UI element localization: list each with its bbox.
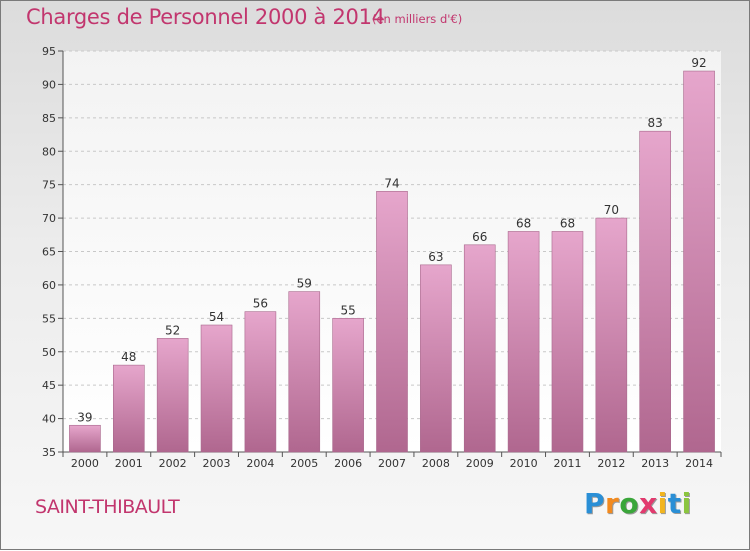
bar-2009 — [463, 244, 496, 453]
proxiti-logo: Proxiti — [584, 487, 692, 520]
data-label-2003: 54 — [209, 310, 224, 324]
x-tick-label-2000: 2000 — [71, 457, 99, 470]
plot-area: 35 40 45 50 55 60 65 70 75 80 85 90 95 39 2000 48 2001 52… — [42, 45, 722, 470]
bar-2008 — [420, 264, 452, 453]
data-label-2000: 39 — [77, 410, 92, 424]
bar-2014 — [683, 70, 715, 453]
y-tick-label: 75 — [42, 179, 56, 192]
chart-title: Charges de Personnel 2000 à 2014 — [26, 5, 385, 29]
data-label-2001: 48 — [121, 350, 136, 364]
y-tick-label: 70 — [42, 212, 56, 225]
y-tick-label: 45 — [42, 379, 56, 392]
x-tick-label-2010: 2010 — [510, 457, 538, 470]
y-tick-label: 40 — [42, 413, 56, 426]
logo-letter: i — [681, 487, 692, 520]
bar-2004 — [244, 311, 277, 453]
unit-note: (en milliers d'€) — [372, 12, 463, 26]
logo-letter: t — [667, 487, 682, 520]
bar-2010 — [507, 231, 540, 453]
y-tick-label: 65 — [42, 246, 56, 259]
y-tick-label: 50 — [42, 346, 56, 359]
data-label-2009: 66 — [472, 230, 487, 244]
bar-2002 — [156, 338, 189, 453]
data-label-2005: 59 — [297, 277, 312, 291]
logo-letter: P — [584, 487, 606, 520]
x-tick-label-2009: 2009 — [466, 457, 494, 470]
commune-name: SAINT-THIBAULT — [35, 496, 180, 518]
x-tick-label-2008: 2008 — [422, 457, 450, 470]
y-tick-label: 80 — [42, 145, 56, 158]
data-label-2014: 92 — [691, 56, 706, 70]
bar-2007 — [376, 191, 408, 453]
data-label-2002: 52 — [165, 323, 180, 337]
data-label-2013: 83 — [648, 116, 663, 130]
y-tick-label: 95 — [42, 45, 56, 58]
data-label-2008: 63 — [428, 250, 443, 264]
x-tick-label-2001: 2001 — [115, 457, 143, 470]
y-tick-label: 55 — [42, 312, 56, 325]
bar-2005 — [288, 291, 321, 453]
bar-2001 — [113, 364, 145, 453]
bar-2013 — [639, 130, 672, 453]
x-tick-label-2004: 2004 — [246, 457, 274, 470]
data-label-2012: 70 — [604, 203, 619, 217]
data-label-2004: 56 — [253, 297, 268, 311]
logo-letter: i — [657, 487, 668, 520]
data-label-2011: 68 — [560, 216, 575, 230]
x-tick-label-2006: 2006 — [334, 457, 362, 470]
x-tick-label-2014: 2014 — [685, 457, 713, 470]
bar-2011 — [551, 231, 584, 453]
bar-2012 — [595, 217, 628, 453]
y-tick-label: 35 — [42, 446, 56, 459]
bar-2006 — [332, 318, 364, 453]
bar-2000 — [69, 424, 101, 453]
x-tick-label-2013: 2013 — [641, 457, 669, 470]
x-tick-label-2005: 2005 — [290, 457, 318, 470]
y-tick-label: 90 — [42, 78, 56, 91]
data-label-2010: 68 — [516, 216, 531, 230]
y-tick-label: 85 — [42, 112, 56, 125]
x-tick-label-2007: 2007 — [378, 457, 406, 470]
bar-2003 — [200, 324, 233, 453]
logo-letter: o — [619, 487, 640, 520]
x-tick-label-2012: 2012 — [597, 457, 625, 470]
x-tick-label-2002: 2002 — [159, 457, 187, 470]
data-label-2007: 74 — [384, 176, 399, 190]
logo-letter: x — [639, 487, 658, 520]
x-tick-label-2011: 2011 — [553, 457, 581, 470]
data-label-2006: 55 — [340, 303, 355, 317]
y-tick-label: 60 — [42, 279, 56, 292]
logo-letter: r — [605, 487, 620, 520]
x-tick-label-2003: 2003 — [203, 457, 231, 470]
